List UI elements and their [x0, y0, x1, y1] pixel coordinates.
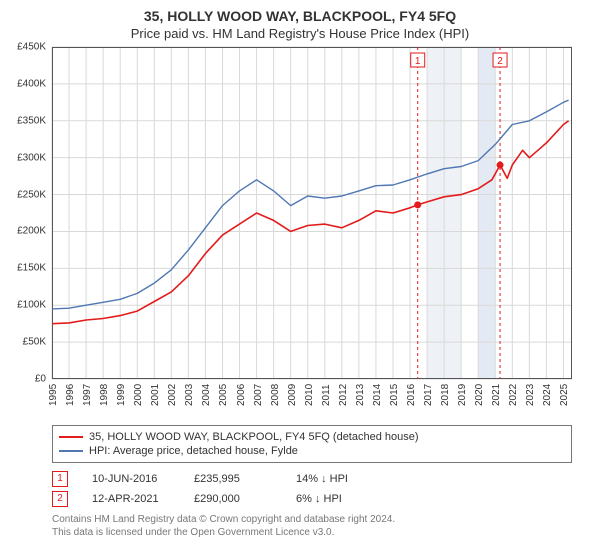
x-tick-label: 2020: [474, 384, 485, 406]
chart-container: 35, HOLLY WOOD WAY, BLACKPOOL, FY4 5FQ P…: [0, 0, 600, 560]
x-tick-label: 1999: [116, 384, 127, 406]
x-tick-label: 2000: [133, 384, 144, 406]
chart-title: 35, HOLLY WOOD WAY, BLACKPOOL, FY4 5FQ: [10, 8, 590, 24]
y-tick-label: £200K: [17, 226, 46, 237]
x-tick-label: 2024: [542, 384, 553, 406]
marker-badge: 1: [52, 471, 68, 487]
x-tick-label: 2006: [236, 384, 247, 406]
x-tick-label: 2012: [338, 384, 349, 406]
x-tick-label: 2007: [253, 384, 264, 406]
x-tick-label: 1995: [48, 384, 59, 406]
x-tick-label: 2001: [150, 384, 161, 406]
y-axis-ticks: £0£50K£100K£150K£200K£250K£300K£350K£400…: [10, 47, 50, 379]
x-tick-label: 2025: [559, 384, 570, 406]
x-tick-label: 2003: [184, 384, 195, 406]
marker-delta: 14% ↓ HPI: [296, 473, 374, 485]
legend-item: HPI: Average price, detached house, Fyld…: [59, 444, 565, 458]
x-tick-label: 2014: [372, 384, 383, 406]
y-tick-label: £450K: [17, 42, 46, 53]
marker-price: £235,995: [194, 473, 272, 485]
plot-svg: 12: [52, 47, 572, 379]
y-tick-label: £250K: [17, 189, 46, 200]
x-tick-label: 2010: [304, 384, 315, 406]
plot: £0£50K£100K£150K£200K£250K£300K£350K£400…: [52, 47, 572, 397]
x-tick-label: 1996: [65, 384, 76, 406]
x-tick-label: 2011: [321, 384, 332, 406]
x-tick-label: 2015: [389, 384, 400, 406]
x-tick-label: 2018: [440, 384, 451, 406]
legend-label: HPI: Average price, detached house, Fyld…: [89, 445, 298, 457]
x-tick-label: 1997: [82, 384, 93, 406]
y-tick-label: £400K: [17, 78, 46, 89]
x-tick-label: 2021: [491, 384, 502, 406]
x-tick-label: 1998: [99, 384, 110, 406]
chart-subtitle: Price paid vs. HM Land Registry's House …: [10, 26, 590, 41]
legend-swatch: [59, 436, 83, 438]
y-tick-label: £150K: [17, 263, 46, 274]
marker-date: 10-JUN-2016: [92, 473, 170, 485]
y-tick-label: £350K: [17, 115, 46, 126]
x-tick-label: 2022: [508, 384, 519, 406]
legend-label: 35, HOLLY WOOD WAY, BLACKPOOL, FY4 5FQ (…: [89, 431, 419, 443]
marker-delta: 6% ↓ HPI: [296, 493, 374, 505]
marker-row: 1 10-JUN-2016 £235,995 14% ↓ HPI: [52, 469, 590, 489]
attribution-line: This data is licensed under the Open Gov…: [52, 526, 590, 539]
y-tick-label: £0: [35, 374, 46, 385]
x-tick-label: 2016: [406, 384, 417, 406]
markers-table: 1 10-JUN-2016 £235,995 14% ↓ HPI 2 12-APR-202…: [52, 469, 590, 509]
marker-price: £290,000: [194, 493, 272, 505]
marker-row: 2 12-APR-2021 £290,000 6% ↓ HPI: [52, 489, 590, 509]
y-tick-label: £100K: [17, 300, 46, 311]
x-tick-label: 2005: [218, 384, 229, 406]
y-tick-label: £300K: [17, 152, 46, 163]
plot-area: 12: [52, 47, 572, 379]
legend: 35, HOLLY WOOD WAY, BLACKPOOL, FY4 5FQ (…: [52, 425, 572, 463]
x-tick-label: 2002: [167, 384, 178, 406]
x-axis-ticks: 1995199619971998199920002001200220032004…: [52, 379, 572, 397]
marker-badge: 2: [52, 491, 68, 507]
x-tick-label: 2004: [201, 384, 212, 406]
x-tick-label: 2019: [457, 384, 468, 406]
x-tick-label: 2013: [355, 384, 366, 406]
y-tick-label: £50K: [23, 337, 46, 348]
x-tick-label: 2017: [423, 384, 434, 406]
attribution: Contains HM Land Registry data © Crown c…: [52, 513, 590, 539]
x-tick-label: 2009: [287, 384, 298, 406]
attribution-line: Contains HM Land Registry data © Crown c…: [52, 513, 590, 526]
svg-text:1: 1: [415, 56, 421, 67]
x-tick-label: 2008: [270, 384, 281, 406]
x-tick-label: 2023: [525, 384, 536, 406]
marker-date: 12-APR-2021: [92, 493, 170, 505]
legend-swatch: [59, 450, 83, 452]
svg-text:2: 2: [497, 56, 503, 67]
legend-item: 35, HOLLY WOOD WAY, BLACKPOOL, FY4 5FQ (…: [59, 430, 565, 444]
